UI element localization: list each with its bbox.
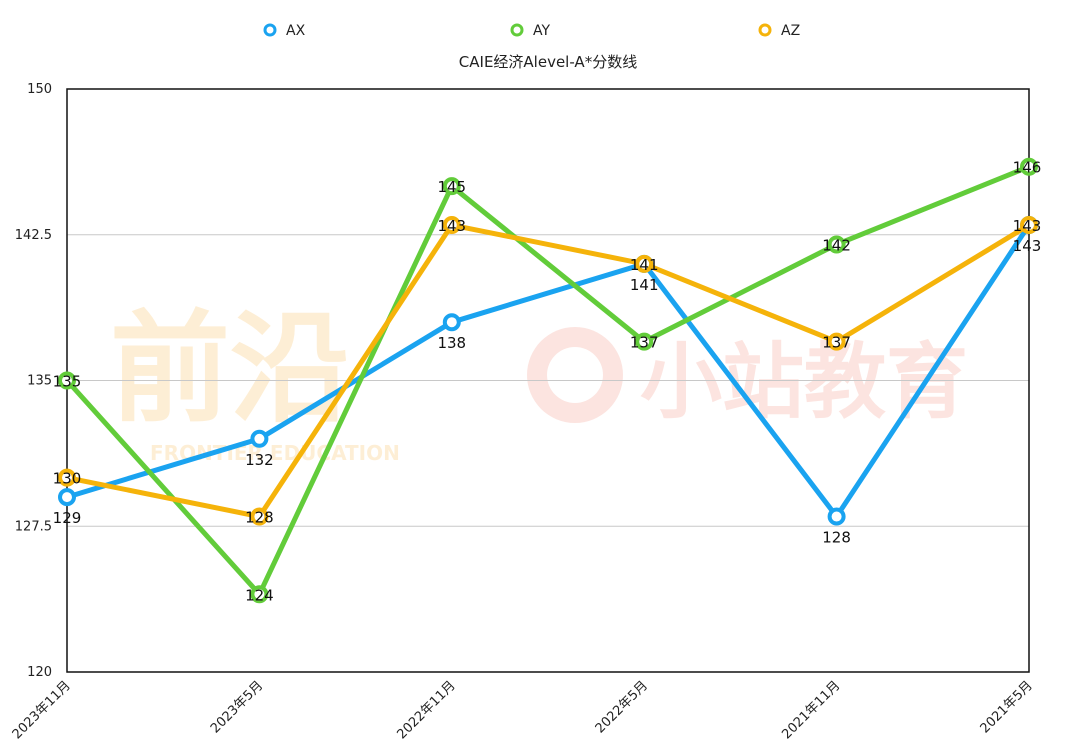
watermark-chat-icon [527,327,623,423]
series-line [64,164,1032,597]
series-ay [58,157,1038,604]
data-label: 124 [245,586,274,604]
data-point [635,332,654,351]
watermark-left-text: 前沿 [110,300,350,439]
y-tick-label: 150 [27,82,52,97]
data-label: 129 [53,509,82,527]
legend-item-ax: AX [263,23,306,39]
data-point [827,235,846,254]
data-label: 143 [437,217,466,235]
y-axis: 120 127.5 135 142.5 150 [15,82,52,680]
data-point [442,313,461,332]
x-tick-label: 2021年11月 [779,678,843,742]
data-labels: 129 132 138 141 128 143 135 124 145 137 142 146 130 1… [53,159,1042,605]
x-axis: 2023年11月 2023年5月 2022年11月 2022年5月 2021年11月 20… [10,678,1036,742]
data-point [58,468,76,487]
x-tick-label: 2023年5月 [208,678,266,736]
series-ax [58,216,1038,526]
series-line [64,222,1032,520]
data-point [58,488,76,507]
series-line [64,222,1032,520]
data-label: 145 [437,178,466,196]
data-point [250,429,269,448]
data-label: 143 [1013,237,1042,255]
data-point [250,585,269,604]
data-label: 130 [53,470,82,488]
watermark: 前沿 FRONTIER EDUCATION 小站教育 [110,300,968,465]
data-label: 132 [245,451,274,469]
data-label: 141 [630,256,659,274]
y-tick-label: 135 [27,374,52,389]
legend-label: AX [286,23,306,39]
data-label: 128 [822,529,851,547]
legend-item-az: AZ [758,23,800,39]
x-tick-label: 2022年5月 [593,678,651,736]
data-label: 138 [437,334,466,352]
data-label: 135 [53,373,82,391]
grid [67,234,1029,527]
y-tick-label: 142.5 [15,228,52,243]
x-tick-label: 2023年11月 [10,678,74,742]
data-point [442,177,461,196]
legend-marker [510,23,524,37]
legend: AX AY AZ [263,23,800,39]
legend-label: AZ [781,23,800,39]
data-point [250,507,269,526]
data-point [1020,157,1038,176]
data-label: 137 [822,334,851,352]
watermark-right-text: 小站教育 [640,335,968,430]
y-tick-label: 120 [27,665,52,680]
data-point [58,371,76,390]
data-label: 142 [822,236,851,254]
legend-item-ay: AY [510,23,550,39]
x-tick-label: 2021年5月 [978,678,1036,736]
data-label: 146 [1013,159,1042,177]
x-tick-label: 2022年11月 [395,678,459,742]
legend-marker [758,23,772,37]
data-point [635,254,654,273]
series-layer [58,157,1038,604]
data-label: 137 [630,334,659,352]
legend-label: AY [533,23,550,39]
data-point [827,332,846,351]
series-az [58,216,1038,526]
data-label: 143 [1013,217,1042,235]
legend-marker [263,23,277,37]
data-point [827,507,846,526]
chart-title: CAIE经济Alevel-A*分数线 [459,53,637,71]
data-label: 128 [245,509,274,527]
data-point [442,216,461,235]
data-label: 141 [630,276,659,294]
y-tick-label: 127.5 [15,519,52,534]
data-point [1020,216,1038,235]
